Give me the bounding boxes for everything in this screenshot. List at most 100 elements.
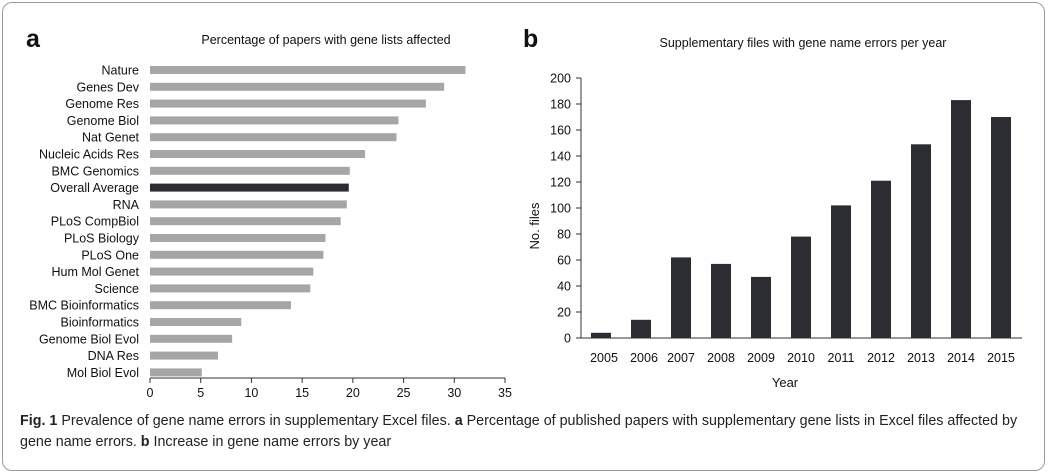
panel-a-bar — [150, 116, 399, 125]
panel-b-x-tick-label: 2015 — [987, 351, 1015, 365]
panel-b-x-tick-label: 2006 — [630, 351, 658, 365]
panel-a-bar — [150, 368, 202, 377]
panel-b-y-axis-title: No. files — [527, 202, 542, 249]
caption-text-3: Increase in gene name errors by year — [149, 434, 392, 450]
panel-a-bar — [150, 150, 366, 158]
panel-a-bar — [150, 66, 466, 74]
panel-b-y-tick-label: 120 — [550, 176, 571, 190]
panel-b-bar — [991, 117, 1011, 338]
panel-b-y-tick-label: 40 — [557, 280, 571, 294]
panel-a-category-label: BMC Bioinformatics — [29, 299, 139, 313]
caption-text-1: Prevalence of gene name errors in supple… — [57, 413, 455, 429]
panel-b-x-tick-label: 2011 — [828, 351, 855, 365]
panel-a-letter: a — [26, 25, 41, 53]
panel-a-bar — [150, 284, 311, 293]
panel-b-bar — [911, 144, 931, 338]
panel-b-bar — [671, 257, 691, 338]
panel-a-x-tick-label: 15 — [295, 386, 309, 400]
panel-a-bar — [150, 82, 445, 91]
panel-a-bar — [150, 318, 242, 326]
panel-a-title: Percentage of papers with gene lists aff… — [201, 33, 450, 47]
panel-a-bar — [150, 183, 349, 192]
panel-a-x-tick-label: 5 — [197, 386, 204, 400]
panel-b-x-tick-label: 2007 — [667, 351, 695, 365]
panel-b-x-tick-label: 2013 — [907, 351, 935, 365]
panel-b-bar — [591, 332, 611, 338]
panel-a-x-tick-label: 20 — [346, 386, 360, 400]
panel-b-y-ticks: 0 20 40 60 80 100 120 140 160 180 200 — [550, 72, 581, 346]
panel-b-x-tick-label: 2005 — [590, 351, 618, 365]
panel-b-y-tick-label: 80 — [557, 228, 571, 242]
panel-a-category-label: Mol Biol Evol — [67, 366, 139, 380]
panel-a-category-labels: Nature Genes Dev Genome Res Genome Biol Nat … — [29, 64, 139, 380]
panel-b-bar — [871, 180, 891, 338]
panel-a-category-label: Nature — [101, 64, 139, 78]
figure-caption: Fig. 1 Prevalence of gene name errors in… — [20, 411, 1030, 453]
figure-canvas: a Percentage of papers with gene lists a… — [26, 25, 1022, 400]
panel-a-bar — [150, 301, 291, 310]
panel-a-category-label: Science — [95, 282, 140, 296]
panel-a-category-label: Genome Biol — [67, 114, 139, 128]
panel-a-bar — [150, 351, 218, 360]
panel-a-category-label: Nucleic Acids Res — [39, 148, 139, 162]
caption-fig-label: Fig. 1 — [20, 413, 58, 429]
panel-b-y-tick-label: 100 — [550, 202, 571, 216]
panel-b-y-tick-label: 20 — [557, 306, 571, 320]
panel-b-y-tick-label: 0 — [564, 332, 571, 346]
panel-b-x-tick-label: 2012 — [867, 351, 895, 365]
panel-a-x-ticks: 0 5 10 15 20 25 30 35 — [147, 378, 512, 400]
panel-b-x-tick-labels: 2005 2006 2007 2008 2009 2010 2011 2012 2013 2014… — [590, 351, 1015, 365]
panel-a-category-label: Overall Average — [50, 181, 139, 195]
panel-a-category-label: Bioinformatics — [61, 316, 140, 330]
panel-a-bar — [150, 267, 314, 276]
panel-a-x-tick-label: 0 — [147, 386, 154, 400]
panel-a-category-label: Genome Res — [65, 97, 139, 111]
panel-b-x-axis-title: Year — [772, 375, 799, 390]
panel-a-category-label: Hum Mol Genet — [51, 265, 139, 279]
panel-a-bar — [150, 166, 350, 175]
panel-a-bar — [150, 99, 426, 108]
panel-a-category-label: Nat Genet — [82, 131, 140, 145]
panel-a-x-tick-label: 10 — [244, 386, 258, 400]
panel-a-category-label: PLoS One — [81, 248, 139, 262]
panel-b-x-tick-label: 2014 — [947, 351, 975, 365]
panel-b-bars — [591, 100, 1011, 338]
panel-a-bars — [150, 66, 466, 377]
panel-a-category-label: DNA Res — [88, 349, 139, 363]
panel-b-x-tick-label: 2008 — [707, 351, 735, 365]
panel-a-chart: a Percentage of papers with gene lists a… — [26, 25, 512, 400]
panel-a-category-label: BMC Genomics — [51, 164, 139, 178]
panel-b-x-tick-label: 2010 — [787, 351, 815, 365]
panel-b-y-tick-label: 60 — [557, 254, 571, 268]
panel-a-x-tick-label: 30 — [447, 386, 461, 400]
panel-b-chart: b Supplementary files with gene name err… — [523, 25, 1022, 390]
panel-a-bar — [150, 200, 347, 209]
panel-a-bar — [150, 133, 397, 142]
caption-label-b: b — [140, 434, 150, 450]
panel-b-title: Supplementary files with gene name error… — [660, 36, 947, 50]
panel-a-category-label: Genes Dev — [76, 80, 139, 94]
panel-a-category-label: PLoS CompBiol — [51, 215, 139, 229]
panel-a-x-tick-label: 25 — [397, 386, 411, 400]
panel-a-category-label: RNA — [113, 198, 140, 212]
panel-b-letter: b — [523, 25, 538, 53]
panel-b-y-tick-label: 160 — [550, 124, 571, 138]
panel-a-bar — [150, 217, 341, 226]
panel-a-category-label: Genome Biol Evol — [39, 332, 139, 346]
panel-b-y-tick-label: 180 — [550, 98, 571, 112]
panel-b-bar — [631, 319, 651, 338]
panel-b-bar — [711, 263, 731, 338]
panel-a-bar — [150, 334, 233, 343]
panel-b-bar — [831, 205, 851, 338]
panel-a-bar — [150, 234, 326, 242]
panel-b-bar — [751, 276, 771, 338]
panel-a-x-tick-label: 35 — [498, 386, 512, 400]
panel-b-y-tick-label: 200 — [550, 72, 571, 86]
panel-b-y-tick-label: 140 — [550, 150, 571, 164]
panel-a-category-label: PLoS Biology — [64, 232, 140, 246]
panel-a-bar — [150, 250, 324, 259]
caption-text-2: Percentage of published papers with supp… — [20, 413, 1018, 450]
panel-b-x-tick-label: 2009 — [747, 351, 775, 365]
caption-label-a: a — [454, 413, 463, 429]
